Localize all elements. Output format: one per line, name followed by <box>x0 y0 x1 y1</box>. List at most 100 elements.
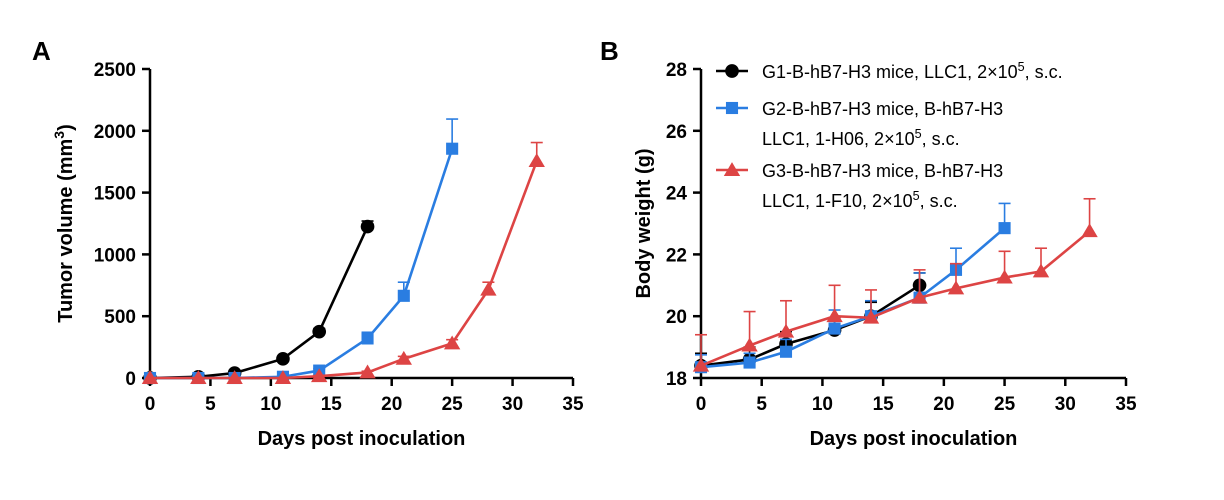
superscript: 5 <box>913 189 920 203</box>
marker-triangle <box>443 335 461 350</box>
marker-square <box>725 101 739 115</box>
x-axis-title: Days post inoculation <box>258 428 466 450</box>
x-tick-label: 30 <box>1055 394 1076 415</box>
legend-label: LLC1, 1-F10, 2×105, s.c. <box>762 189 958 211</box>
marker-circle <box>725 64 739 78</box>
x-tick-label: 20 <box>933 394 954 415</box>
series-line <box>150 160 538 380</box>
text-part: ) <box>55 124 77 131</box>
panel-b: B 18 20 22 24 26 28 0 5 10 15 20 25 30 35 Days post ino… <box>600 36 1137 450</box>
marker-square <box>361 332 374 345</box>
series-3 <box>141 141 545 384</box>
y-axis-title: Tumor volume (mm3) <box>51 124 77 323</box>
legend-label: G1-B-hB7-H3 mice, LLC1, 2×105, s.c. <box>762 60 1063 82</box>
marker-triangle <box>723 162 741 176</box>
marker-square <box>397 289 410 302</box>
marker-triangle <box>826 308 843 323</box>
legend-label: LLC1, 1-H06, 2×105, s.c. <box>762 127 960 149</box>
y-tick-label: 28 <box>666 60 687 81</box>
text-part: , s.c. <box>1025 62 1063 82</box>
superscript: 5 <box>915 127 922 141</box>
marker-circle <box>312 324 327 339</box>
x-tick-label: 15 <box>873 394 895 415</box>
y-tick-label: 20 <box>666 307 687 328</box>
marker-square <box>743 356 756 369</box>
marker-square <box>446 142 459 155</box>
marker-triangle <box>862 309 880 324</box>
superscript: 3 <box>51 131 67 139</box>
legend-entry-2: G2-B-hB7-H3 mice, B-hB7-H3 LLC1, 1-H06, 2… <box>716 99 1003 149</box>
marker-triangle <box>1081 223 1098 238</box>
marker-triangle <box>692 357 710 372</box>
y-tick-label: 0 <box>125 369 136 390</box>
x-tick-label: 15 <box>321 394 343 415</box>
text-part: G3-B-hB7-H3 mice, B-hB7-H3 <box>762 161 1003 181</box>
y-tick-label: 1000 <box>94 245 136 266</box>
marker-triangle <box>911 289 928 304</box>
panel-letter: B <box>600 36 619 66</box>
marker-circle <box>360 219 375 234</box>
text-part: , s.c. <box>920 191 958 211</box>
series-1 <box>143 219 375 385</box>
text-part: LLC1, 1-F10, 2×10 <box>762 191 913 211</box>
x-axis-title: Days post inoculation <box>810 428 1018 450</box>
marker-square <box>828 322 841 335</box>
x-tick-label: 0 <box>145 394 156 415</box>
y-tick-label: 22 <box>666 245 687 266</box>
y-tick-label: 18 <box>666 369 687 390</box>
marker-triangle <box>359 364 376 379</box>
marker-triangle <box>947 280 965 295</box>
text-part: , s.c. <box>922 129 960 149</box>
x-tick-label: 35 <box>562 394 584 415</box>
series-line <box>149 226 369 380</box>
marker-triangle <box>311 368 328 383</box>
x-tick-label: 30 <box>502 394 523 415</box>
marker-triangle <box>226 370 243 384</box>
marker-triangle <box>741 337 758 352</box>
series-3 <box>692 197 1098 372</box>
marker-triangle <box>274 370 292 384</box>
marker-square <box>779 345 793 358</box>
legend-label: G3-B-hB7-H3 mice, B-hB7-H3 <box>762 161 1003 181</box>
y-axis-title: Body weight (g) <box>633 149 655 299</box>
x-tick-label: 20 <box>381 394 402 415</box>
series-line <box>700 227 1006 369</box>
legend-entry-3: G3-B-hB7-H3 mice, B-hB7-H3 LLC1, 1-F10, 2… <box>716 161 1003 211</box>
x-tick-label: 5 <box>205 394 216 415</box>
marker-circle <box>276 352 290 366</box>
text-part: Tumor volume (mm <box>55 139 77 323</box>
marker-triangle <box>528 153 545 168</box>
marker-triangle <box>996 269 1013 284</box>
text-part: G1-B-hB7-H3 mice, LLC1, 2×10 <box>762 62 1018 82</box>
y-tick-label: 1500 <box>94 184 136 205</box>
y-tick-label: 500 <box>104 307 136 328</box>
text-part: G2-B-hB7-H3 mice, B-hB7-H3 <box>762 99 1003 119</box>
x-tick-label: 0 <box>696 394 707 415</box>
marker-triangle <box>141 370 159 384</box>
series-line <box>700 284 921 367</box>
y-tick-label: 26 <box>666 122 687 143</box>
x-tick-label: 5 <box>756 394 767 415</box>
x-tick-label: 10 <box>260 394 281 415</box>
superscript: 5 <box>1018 60 1025 74</box>
marker-triangle <box>395 350 412 365</box>
y-tick-label: 2000 <box>94 122 136 143</box>
marker-triangle <box>480 281 497 296</box>
y-tick-label: 2500 <box>94 60 136 81</box>
series-line <box>700 230 1091 367</box>
x-tick-label: 10 <box>812 394 833 415</box>
y-tick-label: 24 <box>666 184 688 205</box>
marker-triangle <box>190 370 207 384</box>
marker-triangle <box>1032 263 1050 278</box>
legend: G1-B-hB7-H3 mice, LLC1, 2×105, s.c.G2-B-… <box>716 60 1063 211</box>
x-tick-label: 35 <box>1115 394 1137 415</box>
x-tick-label: 25 <box>994 394 1016 415</box>
panel-letter: A <box>32 36 51 66</box>
series-line <box>150 148 454 380</box>
marker-triangle <box>777 323 795 338</box>
text-part: LLC1, 1-H06, 2×10 <box>762 129 915 149</box>
legend-label: G2-B-hB7-H3 mice, B-hB7-H3 <box>762 99 1003 119</box>
panel-a: A 0 500 1000 1500 2000 2500 0 5 10 15 20 25 30 35 Days … <box>32 36 584 450</box>
text-part: Body weight (g) <box>633 149 655 299</box>
